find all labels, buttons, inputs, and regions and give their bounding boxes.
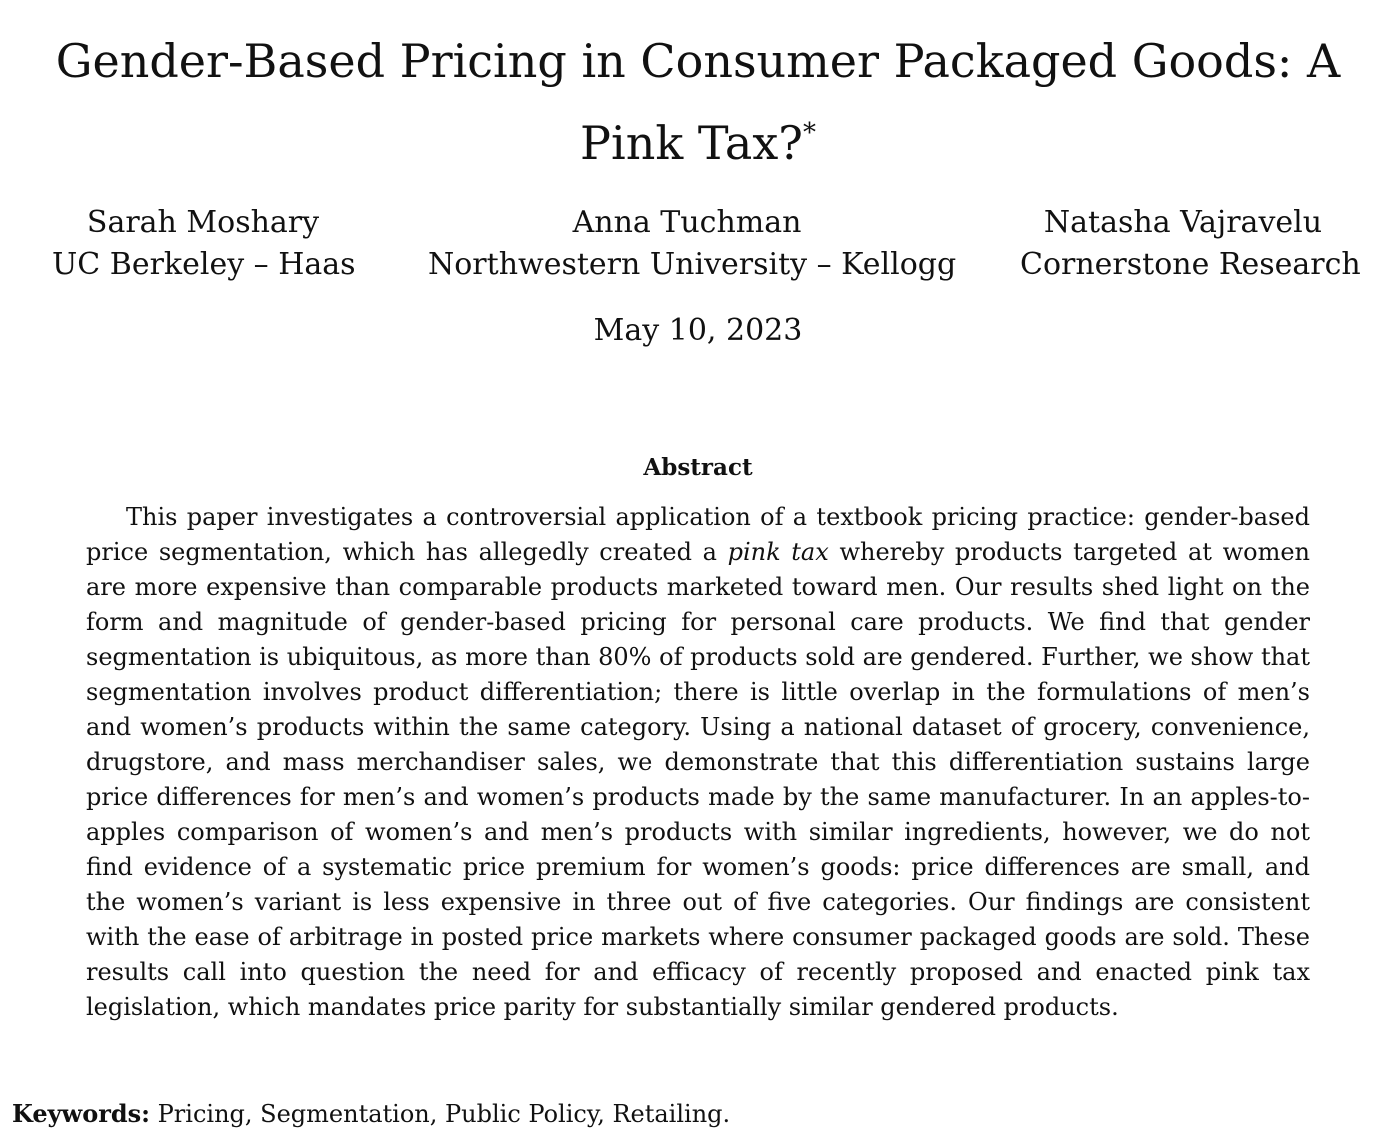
abstract-text: This paper investigates a controversial … <box>86 500 1310 1025</box>
abstract-heading: Abstract <box>643 454 753 481</box>
author-block-tuchman: Anna Tuchman Northwestern University – K… <box>428 202 957 286</box>
author-affiliation: Cornerstone Research <box>1020 247 1361 282</box>
keywords-value: Pricing, Segmentation, Public Policy, Re… <box>157 1100 731 1128</box>
keywords-line: Keywords: Pricing, Segmentation, Public … <box>12 1096 1382 1132</box>
paper-title: Gender-Based Pricing in Consumer Package… <box>40 20 1356 184</box>
author-affiliation: UC Berkeley – Haas <box>52 247 356 282</box>
author-affiliation: Northwestern University – Kellogg <box>428 247 957 282</box>
abstract-text-part-1: This paper investigates a controversial … <box>86 503 1310 566</box>
author-name: Anna Tuchman <box>572 205 802 240</box>
author-name: Sarah Moshary <box>86 205 320 240</box>
abstract-emphasis-pink-tax: pink tax <box>727 538 829 566</box>
author-block-moshary: Sarah Moshary UC Berkeley – Haas <box>52 202 356 286</box>
keywords-label: Keywords: <box>12 1099 151 1128</box>
publication-date: May 10, 2023 <box>593 313 803 348</box>
author-block-vajravelu: Natasha Vajravelu Cornerstone Research <box>1020 202 1361 286</box>
title-footnote-mark[interactable]: * <box>802 118 816 148</box>
paper-title-text: Gender-Based Pricing in Consumer Package… <box>55 34 1341 170</box>
author-name: Natasha Vajravelu <box>1043 205 1323 240</box>
abstract-text-part-2: whereby products targeted at women are m… <box>86 538 1310 1021</box>
